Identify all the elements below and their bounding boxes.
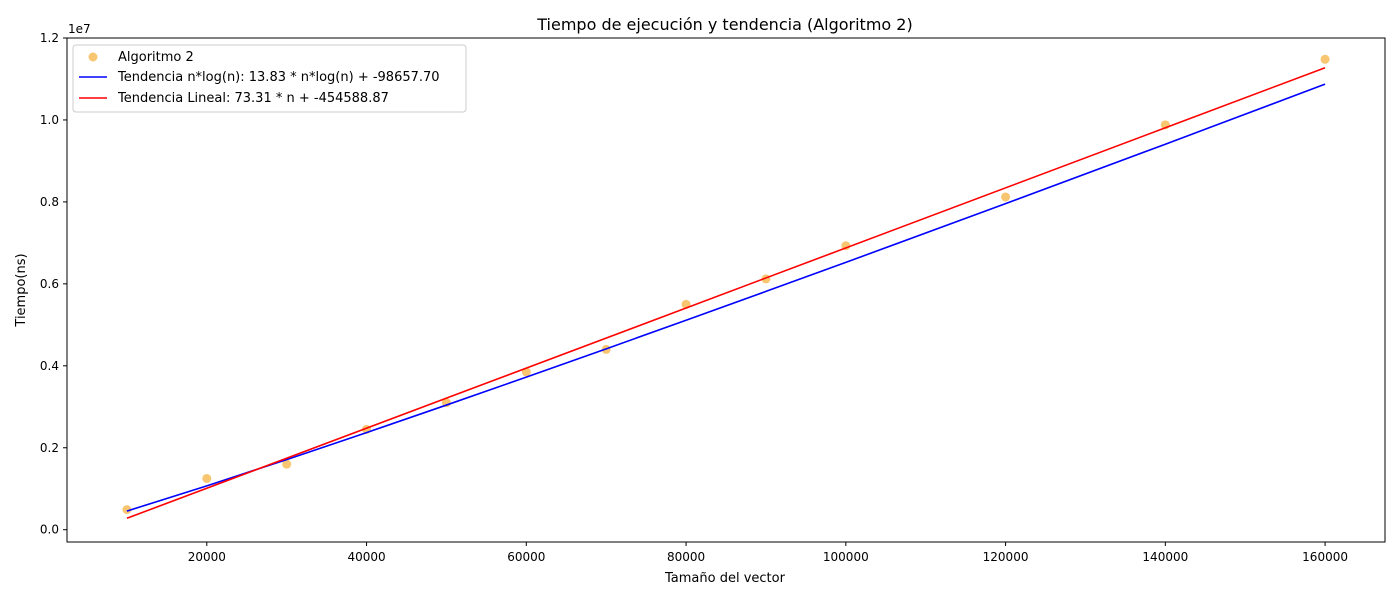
y-axis-ticks: 0.0 0.2 0.4 0.6 0.8 1.0 1.2 [40, 31, 67, 537]
x-tick-label: 160000 [1302, 550, 1348, 564]
legend-label-tendencia-lineal: Tendencia Lineal: 73.31 * n + -454588.87 [117, 91, 389, 106]
y-tick-label: 0.2 [40, 441, 59, 455]
y-tick-label: 0.0 [40, 523, 59, 537]
x-tick-label: 40000 [347, 550, 385, 564]
legend-label-tendencia-nlogn: Tendencia n*log(n): 13.83 * n*log(n) + -… [117, 70, 440, 85]
x-axis-ticks: 20000 40000 60000 80000 100000 120000 140000 16… [188, 542, 1348, 564]
y-tick-label: 0.6 [40, 277, 59, 291]
scatter-point [1320, 54, 1330, 64]
x-tick-label: 60000 [507, 550, 545, 564]
scatter-point [122, 505, 132, 515]
legend-label-algoritmo-2: Algoritmo 2 [118, 50, 194, 65]
trend-line-lineal [126, 66, 1326, 520]
legend-box [72, 44, 467, 113]
y-tick-label: 0.8 [40, 195, 59, 209]
y-tick-label: 1.0 [40, 113, 59, 127]
trend-line-nlogn [126, 83, 1326, 512]
x-tick-label: 120000 [983, 550, 1029, 564]
x-tick-label: 100000 [823, 550, 869, 564]
chart-title: Tiempo de ejecución y tendencia (Algorit… [536, 15, 912, 34]
x-tick-label: 20000 [188, 550, 226, 564]
plot-layer [122, 54, 1330, 520]
x-axis-label: Tamaño del vector [664, 571, 786, 586]
scatter-point [1001, 192, 1011, 202]
legend-marker-algoritmo-2 [88, 52, 98, 62]
legend: Algoritmo 2 Tendencia n*log(n): 13.83 * … [72, 44, 467, 113]
scatter-point [282, 459, 292, 469]
y-tick-label: 1.2 [40, 31, 59, 45]
y-tick-label: 0.4 [40, 359, 59, 373]
y-axis-offset-label: 1e7 [68, 22, 91, 36]
x-tick-label: 140000 [1142, 550, 1188, 564]
scatter-point [202, 473, 212, 483]
y-axis-label: Tiempo(ns) [14, 253, 29, 327]
plot-frame [66, 37, 1386, 543]
x-tick-label: 80000 [667, 550, 705, 564]
